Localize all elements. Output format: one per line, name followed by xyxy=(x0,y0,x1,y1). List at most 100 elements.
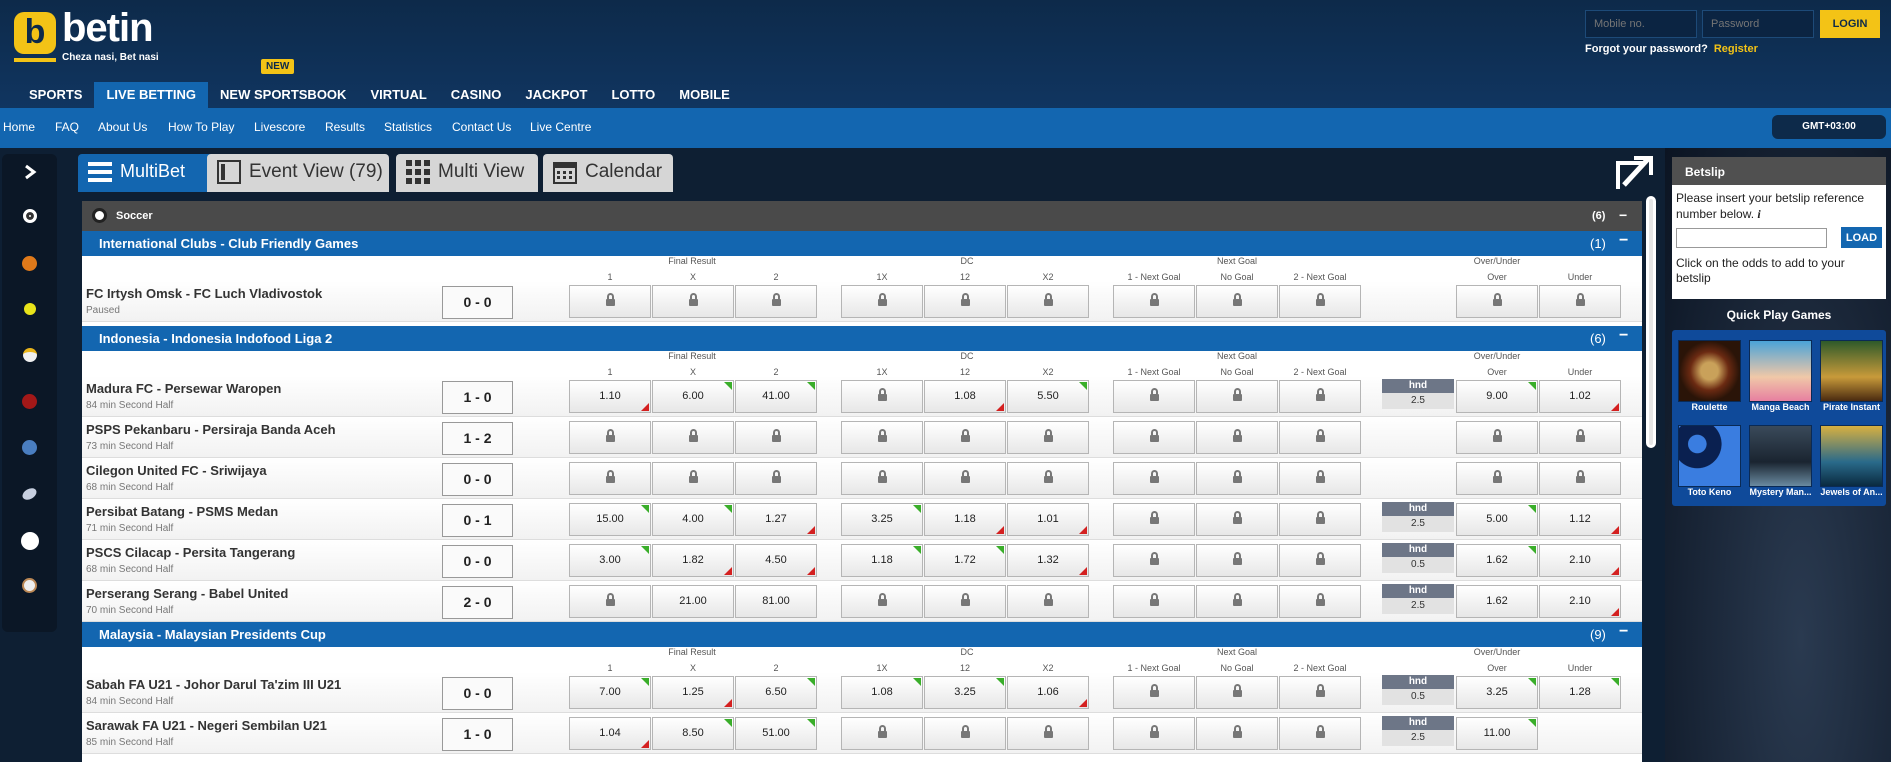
game-tile[interactable]: Roulette xyxy=(1678,340,1741,416)
odds-button[interactable]: 11.00 xyxy=(1456,717,1538,750)
soccer-icon[interactable] xyxy=(2,209,57,228)
forgot-password-link[interactable]: Forgot your password? xyxy=(1585,43,1708,55)
login-button[interactable]: LOGIN xyxy=(1820,10,1880,38)
sub-nav-home[interactable]: Home xyxy=(3,120,36,134)
basketball-icon[interactable] xyxy=(2,256,57,276)
odds-button[interactable]: 3.25 xyxy=(924,676,1006,709)
odds-button[interactable]: 1.08 xyxy=(841,676,923,709)
match-teams[interactable]: Madura FC - Persewar Waropen xyxy=(86,381,282,396)
odds-button[interactable]: 2.10 xyxy=(1539,544,1621,577)
match-teams[interactable]: Sarawak FA U21 - Negeri Sembilan U21 xyxy=(86,718,327,733)
collapse-icon[interactable]: − xyxy=(1619,327,1629,344)
game-thumbnail[interactable] xyxy=(1820,340,1883,402)
scrollbar-thumb[interactable] xyxy=(1646,196,1656,448)
odds-button[interactable]: 1.27 xyxy=(735,503,817,536)
table-tennis-icon[interactable] xyxy=(2,532,57,555)
game-thumbnail[interactable] xyxy=(1678,340,1741,402)
odds-button[interactable]: 3.25 xyxy=(841,503,923,536)
match-teams[interactable]: Cilegon United FC - Sriwijaya xyxy=(86,463,267,478)
main-nav-mobile[interactable]: MOBILE xyxy=(679,87,730,102)
odds-button[interactable]: 1.04 xyxy=(569,717,651,750)
odds-button[interactable]: 3.00 xyxy=(569,544,651,577)
mobile-input[interactable] xyxy=(1585,10,1697,38)
main-nav-virtual[interactable]: VIRTUAL xyxy=(370,87,427,102)
odds-button[interactable]: 1.25 xyxy=(652,676,734,709)
odds-button[interactable]: 7.00 xyxy=(569,676,651,709)
odds-button[interactable]: 9.00 xyxy=(1456,380,1538,413)
odds-button[interactable]: 1.62 xyxy=(1456,544,1538,577)
odds-button[interactable]: 51.00 xyxy=(735,717,817,750)
collapse-icon[interactable]: − xyxy=(1619,207,1628,223)
sub-nav-how-to-play[interactable]: How To Play xyxy=(168,120,235,134)
odds-button[interactable]: 1.18 xyxy=(924,503,1006,536)
match-teams[interactable]: PSCS Cilacap - Persita Tangerang xyxy=(86,545,296,560)
chevron-right-icon[interactable] xyxy=(2,164,57,185)
tennis-icon[interactable] xyxy=(2,302,57,320)
tab-event-view[interactable]: Event View (79) xyxy=(207,154,389,192)
odds-button[interactable]: 1.06 xyxy=(1007,676,1089,709)
odds-button[interactable]: 1.10 xyxy=(569,380,651,413)
tab-multi-view[interactable]: Multi View xyxy=(396,154,538,192)
betin-logo[interactable]: b betin Cheza nasi, Bet nasi xyxy=(14,6,164,67)
betslip-reference-input[interactable] xyxy=(1676,228,1827,248)
game-thumbnail[interactable] xyxy=(1820,425,1883,487)
sub-nav-live-centre[interactable]: Live Centre xyxy=(530,120,592,134)
match-teams[interactable]: Persibat Batang - PSMS Medan xyxy=(86,504,279,519)
match-teams[interactable]: Sabah FA U21 - Johor Darul Ta'zim III U2… xyxy=(86,677,342,692)
main-nav-live-betting[interactable]: LIVE BETTING xyxy=(94,82,209,108)
main-nav-jackpot[interactable]: JACKPOT xyxy=(525,87,588,102)
baseball-icon[interactable] xyxy=(2,578,57,598)
odds-button[interactable]: 5.50 xyxy=(1007,380,1089,413)
game-thumbnail[interactable] xyxy=(1678,425,1741,487)
main-nav-sports[interactable]: SPORTS xyxy=(29,87,83,102)
expand-icon[interactable] xyxy=(1614,155,1654,191)
tab-calendar[interactable]: Calendar xyxy=(543,154,673,192)
odds-button[interactable]: 6.00 xyxy=(652,380,734,413)
odds-button[interactable]: 4.00 xyxy=(652,503,734,536)
odds-button[interactable]: 8.50 xyxy=(652,717,734,750)
league-header[interactable]: Malaysia - Malaysian Presidents Cup (9) − xyxy=(82,622,1642,647)
odds-button[interactable]: 1.28 xyxy=(1539,676,1621,709)
sub-nav-contact-us[interactable]: Contact Us xyxy=(452,120,512,134)
odds-button[interactable]: 1.62 xyxy=(1456,585,1538,618)
odds-button[interactable]: 15.00 xyxy=(569,503,651,536)
odds-button[interactable]: 5.00 xyxy=(1456,503,1538,536)
password-input[interactable] xyxy=(1702,10,1814,38)
handball-icon[interactable] xyxy=(2,440,57,460)
collapse-icon[interactable]: − xyxy=(1619,623,1629,640)
match-teams[interactable]: FC Irtysh Omsk - FC Luch Vladivostok xyxy=(86,286,323,301)
odds-button[interactable]: 1.18 xyxy=(841,544,923,577)
odds-button[interactable]: 41.00 xyxy=(735,380,817,413)
odds-button[interactable]: 1.82 xyxy=(652,544,734,577)
odds-button[interactable]: 1.01 xyxy=(1007,503,1089,536)
rugby-icon[interactable] xyxy=(2,485,57,504)
odds-button[interactable]: 1.12 xyxy=(1539,503,1621,536)
odds-button[interactable]: 1.32 xyxy=(1007,544,1089,577)
sub-nav-faq[interactable]: FAQ xyxy=(55,120,80,134)
load-button[interactable]: LOAD xyxy=(1841,227,1882,248)
match-teams[interactable]: PSPS Pekanbaru - Persiraja Banda Aceh xyxy=(86,422,336,437)
odds-button[interactable]: 81.00 xyxy=(735,585,817,618)
cricket-icon[interactable] xyxy=(2,394,57,414)
main-nav-lotto[interactable]: LOTTO xyxy=(611,87,656,102)
main-nav-casino[interactable]: CASINO xyxy=(450,87,502,102)
sub-nav-statistics[interactable]: Statistics xyxy=(384,120,433,134)
game-tile[interactable]: Jewels of An... xyxy=(1820,425,1883,501)
odds-button[interactable]: 21.00 xyxy=(652,585,734,618)
timezone-selector[interactable]: GMT+03:00 xyxy=(1772,115,1886,139)
register-link[interactable]: Register xyxy=(1713,43,1758,55)
sport-header-soccer[interactable]: Soccer (6) − xyxy=(82,201,1642,231)
main-nav-new-sportsbook[interactable]: NEW SPORTSBOOK xyxy=(220,87,347,102)
sub-nav-results[interactable]: Results xyxy=(325,120,366,134)
odds-button[interactable]: 2.10 xyxy=(1539,585,1621,618)
odds-button[interactable]: 1.08 xyxy=(924,380,1006,413)
game-tile[interactable]: Manga Beach xyxy=(1749,340,1812,416)
game-tile[interactable]: Pirate Instant xyxy=(1820,340,1883,416)
odds-button[interactable]: 6.50 xyxy=(735,676,817,709)
league-header[interactable]: International Clubs - Club Friendly Game… xyxy=(82,231,1642,256)
league-header[interactable]: Indonesia - Indonesia Indofood Liga 2 (6)… xyxy=(82,326,1642,351)
odds-button[interactable]: 1.72 xyxy=(924,544,1006,577)
game-thumbnail[interactable] xyxy=(1749,340,1812,402)
game-tile[interactable]: Toto Keno xyxy=(1678,425,1741,501)
odds-button[interactable]: 1.02 xyxy=(1539,380,1621,413)
